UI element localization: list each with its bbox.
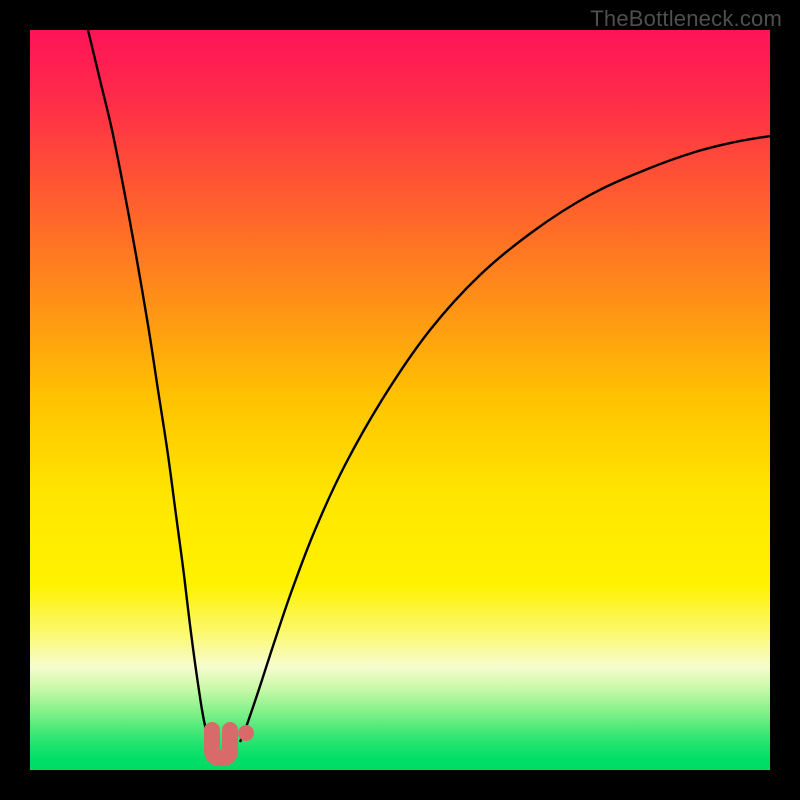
curve-left-branch [88,30,210,743]
chart-frame: TheBottleneck.com [0,0,800,800]
dip-dot-marker [238,725,254,741]
curve-right-branch [240,136,770,742]
bottleneck-curve [30,30,770,770]
dip-u-marker [212,730,230,758]
watermark-text: TheBottleneck.com [590,6,782,32]
plot-area [30,30,770,770]
